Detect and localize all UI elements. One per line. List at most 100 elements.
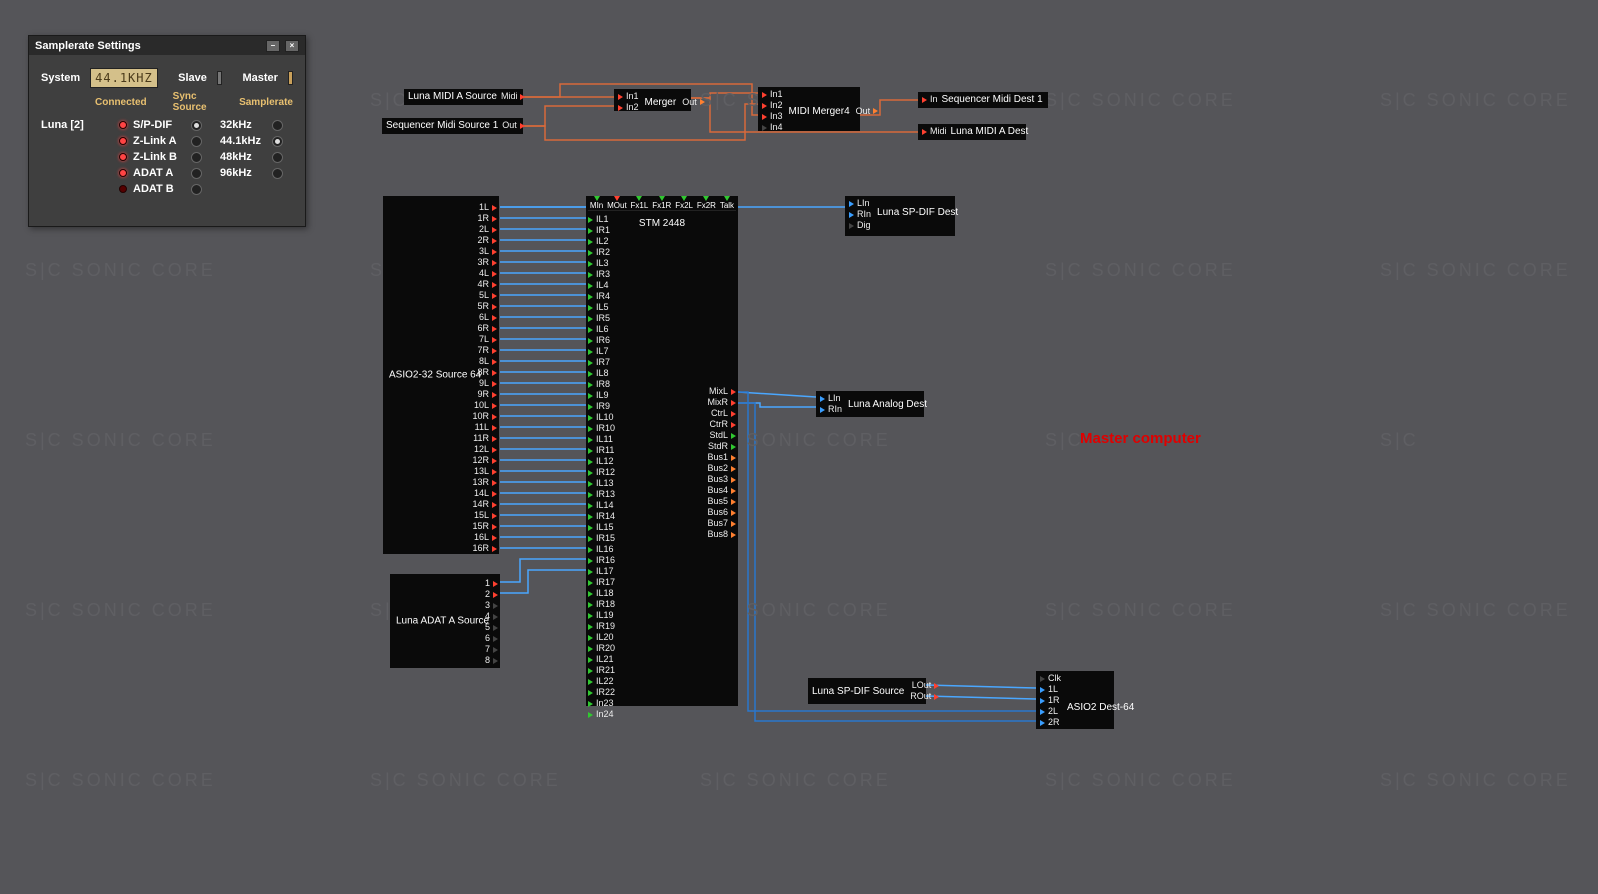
- port-in-icon[interactable]: [849, 212, 854, 218]
- port-in-icon[interactable]: [588, 569, 593, 575]
- port-in-icon[interactable]: [762, 103, 767, 109]
- node-sequencer-midi-source[interactable]: Sequencer Midi Source 1 Out: [382, 118, 523, 134]
- port-in-icon[interactable]: [588, 690, 593, 696]
- port-out-icon[interactable]: [492, 249, 497, 255]
- port-in-icon[interactable]: [762, 125, 767, 131]
- port-in-icon[interactable]: [922, 129, 927, 135]
- port-out-icon[interactable]: [492, 238, 497, 244]
- port-out-icon[interactable]: [492, 359, 497, 365]
- port-out-icon[interactable]: [492, 260, 497, 266]
- node-stm-2448[interactable]: MInMOutFx1LFx1RFx2LFx2RTalk STM 2448 IL1…: [586, 196, 738, 706]
- port-in-icon[interactable]: [588, 503, 593, 509]
- port-out-icon[interactable]: [731, 521, 736, 527]
- radio-icon[interactable]: [272, 120, 283, 131]
- port-in-icon[interactable]: [618, 94, 623, 100]
- port-in-icon[interactable]: [588, 382, 593, 388]
- port-out-icon[interactable]: [873, 108, 878, 114]
- port-top[interactable]: Fx2R: [697, 196, 716, 210]
- port-out-icon[interactable]: [492, 546, 497, 552]
- port-in-icon[interactable]: [1040, 698, 1045, 704]
- port-out-icon[interactable]: [731, 510, 736, 516]
- port-in-icon[interactable]: [588, 679, 593, 685]
- port-top[interactable]: Fx1L: [631, 196, 649, 210]
- port-in-icon[interactable]: [588, 624, 593, 630]
- port-out-icon[interactable]: [731, 444, 736, 450]
- node-luna-analog-dest[interactable]: LInRIn Luna Analog Dest: [816, 391, 924, 417]
- port-out-icon[interactable]: [492, 315, 497, 321]
- port-top[interactable]: Fx1R: [652, 196, 671, 210]
- port-in-icon[interactable]: [588, 360, 593, 366]
- window-titlebar[interactable]: Samplerate Settings – ×: [29, 36, 305, 55]
- port-top[interactable]: Fx2L: [675, 196, 693, 210]
- port-out-icon[interactable]: [492, 381, 497, 387]
- port-in-icon[interactable]: [762, 114, 767, 120]
- port-in-icon[interactable]: [588, 316, 593, 322]
- port-in-icon[interactable]: [588, 558, 593, 564]
- sync-source-row[interactable]: ADAT A: [119, 167, 202, 179]
- radio-icon[interactable]: [272, 168, 283, 179]
- slave-indicator[interactable]: [217, 71, 222, 85]
- port-out-icon[interactable]: [731, 499, 736, 505]
- port-in-icon[interactable]: [588, 404, 593, 410]
- port-in-icon[interactable]: [588, 426, 593, 432]
- sync-source-row[interactable]: S/P-DIF: [119, 119, 202, 131]
- port-in-icon[interactable]: [588, 459, 593, 465]
- port-out-icon[interactable]: [492, 436, 497, 442]
- port-in-icon[interactable]: [588, 294, 593, 300]
- port-in-icon[interactable]: [588, 272, 593, 278]
- port-out-icon[interactable]: [492, 392, 497, 398]
- port-in-icon[interactable]: [588, 701, 593, 707]
- port-in-icon[interactable]: [588, 250, 593, 256]
- port-out-icon[interactable]: [493, 625, 498, 631]
- port-in-icon[interactable]: [588, 327, 593, 333]
- port-in-icon[interactable]: [588, 349, 593, 355]
- port-in-icon[interactable]: [849, 201, 854, 207]
- port-out-icon[interactable]: [520, 94, 525, 100]
- port-in-icon[interactable]: [820, 396, 825, 402]
- port-out-icon[interactable]: [493, 614, 498, 620]
- samplerate-row[interactable]: 96kHz: [220, 167, 283, 179]
- port-in-icon[interactable]: [588, 514, 593, 520]
- port-out-icon[interactable]: [492, 304, 497, 310]
- port-out-icon[interactable]: [492, 447, 497, 453]
- port-out-icon[interactable]: [492, 469, 497, 475]
- port-in-icon[interactable]: [588, 228, 593, 234]
- port-in-icon[interactable]: [588, 393, 593, 399]
- port-in-icon[interactable]: [588, 492, 593, 498]
- port-in-icon[interactable]: [588, 470, 593, 476]
- port-out-icon[interactable]: [731, 433, 736, 439]
- port-in-icon[interactable]: [588, 591, 593, 597]
- port-in-icon[interactable]: [588, 580, 593, 586]
- port-in-icon[interactable]: [588, 646, 593, 652]
- node-merger[interactable]: In1 In2 Merger Out: [614, 89, 691, 111]
- node-luna-adat-a-source[interactable]: Luna ADAT A Source 12345678: [390, 574, 500, 668]
- port-out-icon[interactable]: [934, 694, 939, 700]
- port-out-icon[interactable]: [493, 658, 498, 664]
- port-out-icon[interactable]: [492, 425, 497, 431]
- port-out-icon[interactable]: [492, 348, 497, 354]
- samplerate-row[interactable]: 32kHz: [220, 119, 283, 131]
- port-out-icon[interactable]: [492, 205, 497, 211]
- port-in-icon[interactable]: [588, 261, 593, 267]
- node-luna-midi-a-dest[interactable]: Midi Luna MIDI A Dest: [918, 124, 1026, 140]
- node-asio2-32-source[interactable]: ASIO2-32 Source 64 1L1R2L2R3L3R4L4R5L5R6…: [383, 196, 499, 554]
- port-out-icon[interactable]: [520, 123, 525, 129]
- port-top[interactable]: MIn: [590, 196, 603, 210]
- port-out-icon[interactable]: [492, 524, 497, 530]
- node-luna-spdif-dest[interactable]: LInRInDig Luna SP-DIF Dest: [845, 196, 955, 236]
- port-out-icon[interactable]: [731, 466, 736, 472]
- port-out-icon[interactable]: [492, 326, 497, 332]
- port-out-icon[interactable]: [492, 513, 497, 519]
- port-out-icon[interactable]: [492, 414, 497, 420]
- port-out-icon[interactable]: [731, 455, 736, 461]
- port-out-icon[interactable]: [492, 271, 497, 277]
- port-in-icon[interactable]: [618, 105, 623, 111]
- port-in-icon[interactable]: [922, 97, 927, 103]
- port-out-icon[interactable]: [492, 502, 497, 508]
- port-in-icon[interactable]: [588, 602, 593, 608]
- port-out-icon[interactable]: [492, 480, 497, 486]
- radio-icon[interactable]: [191, 120, 202, 131]
- sync-source-row[interactable]: Z-Link B: [119, 151, 202, 163]
- port-out-icon[interactable]: [492, 370, 497, 376]
- port-out-icon[interactable]: [492, 337, 497, 343]
